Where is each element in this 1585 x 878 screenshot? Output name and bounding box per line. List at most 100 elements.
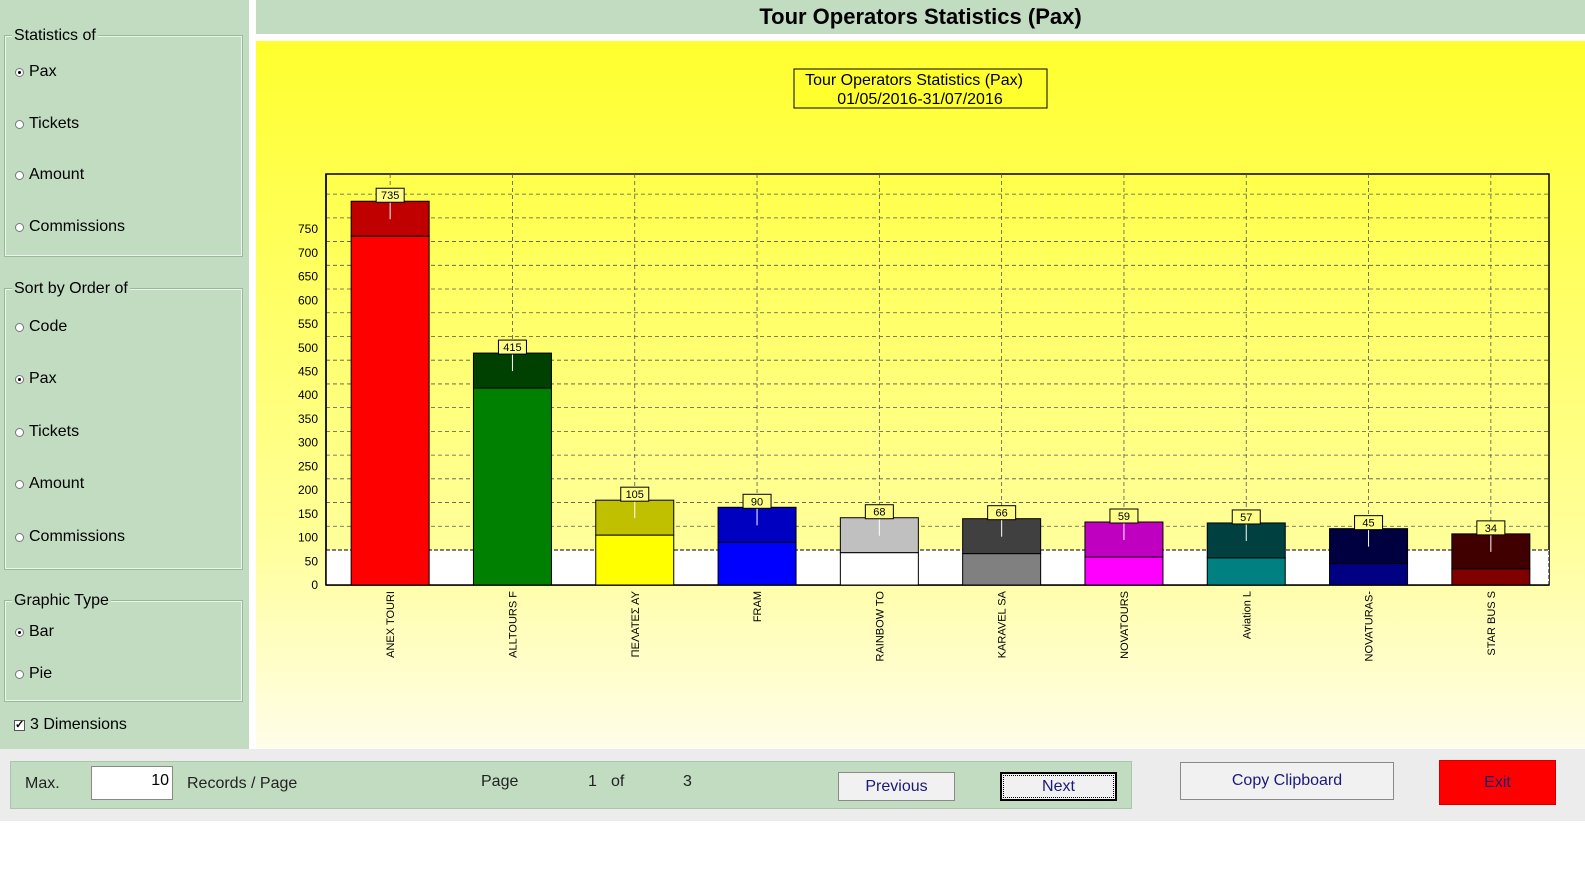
radio-indicator xyxy=(15,427,24,437)
sort-by-group: Sort by Order of Code Pax Tickets Amount… xyxy=(4,280,243,570)
x-tick-label: NOVATOURS xyxy=(1119,591,1131,659)
value-label-box xyxy=(1109,508,1139,524)
statistics-of-group: Statistics of Pax Tickets Amount Commiss… xyxy=(4,27,243,257)
sort-option-code[interactable]: Code xyxy=(15,317,67,337)
radio-indicator xyxy=(15,669,24,679)
exit-button[interactable]: Exit xyxy=(1439,760,1556,805)
three-dimensions-checkbox[interactable]: ✓ 3 Dimensions xyxy=(14,715,127,735)
value-label-box xyxy=(1476,520,1506,536)
value-label: 90 xyxy=(751,496,763,508)
graphic-option-bar[interactable]: Bar xyxy=(15,622,54,642)
graphic-option-pie[interactable]: Pie xyxy=(15,664,52,684)
records-per-page-label: Records / Page xyxy=(187,775,298,792)
value-label: 66 xyxy=(996,508,1008,520)
value-label-box xyxy=(1354,515,1384,531)
graphic-type-group: Graphic Type Bar Pie xyxy=(4,592,243,702)
stats-option-commissions[interactable]: Commissions xyxy=(15,217,125,237)
value-label-box xyxy=(497,339,527,355)
y-tick-label: 200 xyxy=(298,483,318,497)
page-title: Tour Operators Statistics (Pax) xyxy=(256,0,1585,34)
radio-indicator xyxy=(15,532,24,542)
value-label-box xyxy=(620,486,650,502)
bar xyxy=(839,552,919,586)
y-tick-label: 50 xyxy=(305,554,319,568)
y-tick-label: 150 xyxy=(298,507,318,521)
sort-by-legend: Sort by Order of xyxy=(12,280,130,298)
y-tick-label: 100 xyxy=(298,531,318,545)
value-label: 45 xyxy=(1362,518,1374,530)
max-records-input[interactable]: 10 xyxy=(91,766,173,800)
value-label: 59 xyxy=(1118,511,1130,523)
radio-indicator xyxy=(15,222,24,232)
y-tick-label: 450 xyxy=(298,364,318,378)
bar xyxy=(1451,568,1531,586)
value-label: 57 xyxy=(1240,512,1252,524)
value-label: 735 xyxy=(381,190,399,202)
y-tick-label: 300 xyxy=(298,436,318,450)
x-tick-label: STAR BUS S xyxy=(1486,591,1498,656)
value-label-box xyxy=(1231,509,1261,525)
sort-option-tickets[interactable]: Tickets xyxy=(15,422,79,442)
bar xyxy=(1329,563,1409,586)
y-tick-label: 0 xyxy=(311,578,318,592)
y-tick-label: 750 xyxy=(298,222,318,236)
previous-button[interactable]: Previous xyxy=(838,772,955,801)
option-label: Pie xyxy=(29,665,53,682)
value-label: 105 xyxy=(626,489,644,501)
sort-option-pax[interactable]: Pax xyxy=(15,369,57,389)
sort-option-amount[interactable]: Amount xyxy=(15,474,84,494)
option-label: Amount xyxy=(29,166,85,183)
y-tick-label: 350 xyxy=(298,412,318,426)
x-tick-label: NOVATURAS- xyxy=(1364,591,1376,662)
next-button[interactable]: Next xyxy=(1000,772,1117,801)
radio-indicator xyxy=(15,119,24,129)
y-tick-label: 650 xyxy=(298,270,318,284)
radio-indicator xyxy=(15,374,24,384)
x-tick-label: FRAM xyxy=(752,591,764,622)
chart-title: Tour Operators Statistics (Pax) xyxy=(805,72,1023,89)
y-tick-label: 550 xyxy=(298,317,318,331)
radio-indicator xyxy=(15,170,24,180)
graphic-type-legend: Graphic Type xyxy=(12,592,111,610)
max-label: Max. xyxy=(25,775,60,792)
radio-indicator xyxy=(15,627,24,637)
y-tick-label: 500 xyxy=(298,341,318,355)
stats-option-amount[interactable]: Amount xyxy=(15,165,84,185)
radio-indicator xyxy=(15,479,24,489)
option-label: Tickets xyxy=(29,423,80,440)
y-tick-label: 700 xyxy=(298,246,318,260)
copy-clipboard-button[interactable]: Copy Clipboard xyxy=(1180,762,1394,800)
bar xyxy=(1206,557,1286,586)
bar xyxy=(472,387,552,586)
stats-option-tickets[interactable]: Tickets xyxy=(15,114,79,134)
option-label: Pax xyxy=(29,63,57,80)
option-label: Commissions xyxy=(29,218,126,235)
of-label: of xyxy=(611,773,625,790)
option-label: Pax xyxy=(29,370,57,387)
value-label-box xyxy=(742,493,772,509)
checkbox-label: 3 Dimensions xyxy=(30,716,127,733)
option-label: Bar xyxy=(29,623,54,640)
option-label: Code xyxy=(29,318,68,335)
option-label: Amount xyxy=(29,475,85,492)
value-label-box xyxy=(864,504,894,520)
x-tick-label: RAINBOW TO xyxy=(874,591,886,662)
x-tick-label: Aviation L xyxy=(1241,591,1253,639)
value-label: 68 xyxy=(873,507,885,519)
page-current: 1 xyxy=(588,773,597,790)
option-label: Commissions xyxy=(29,528,126,545)
value-label-box xyxy=(375,187,405,203)
y-tick-label: 600 xyxy=(298,293,318,307)
value-label: 415 xyxy=(503,342,521,354)
value-label: 34 xyxy=(1485,523,1497,535)
pagination-bar: Max. 10 Records / Page Page 1 of 3 Previ… xyxy=(10,761,1132,809)
chart-title-box xyxy=(793,68,1048,109)
chart-panel: Tour Operators Statistics (Pax) 01/05/201… xyxy=(256,41,1585,748)
y-tick-label: 400 xyxy=(298,388,318,402)
bar xyxy=(962,553,1042,586)
stats-option-pax[interactable]: Pax xyxy=(15,62,57,82)
chart-subtitle: 01/05/2016-31/07/2016 xyxy=(837,91,1003,108)
sort-option-commissions[interactable]: Commissions xyxy=(15,527,125,547)
y-tick-label: 250 xyxy=(298,459,318,473)
bar xyxy=(717,541,797,586)
